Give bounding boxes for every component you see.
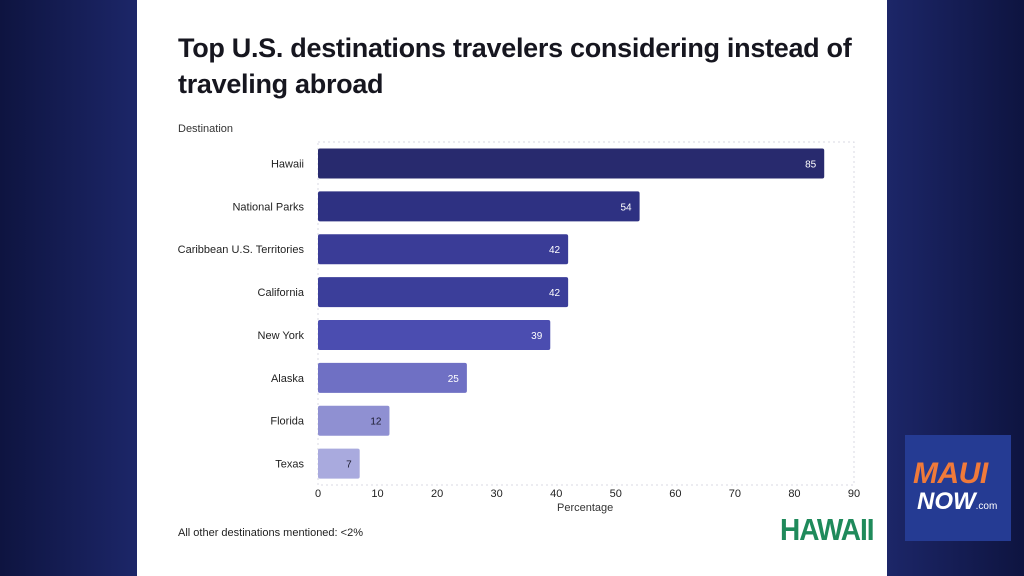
x-tick-2: 20: [431, 488, 443, 500]
bar-6: [318, 405, 390, 436]
category-label-6: Florida: [270, 416, 305, 428]
bar-3: [318, 277, 569, 308]
x-tick-6: 60: [669, 488, 681, 500]
now-logo-word: NOW.com: [917, 490, 997, 519]
left-background-panel: [0, 0, 137, 576]
bar-7: [318, 448, 360, 479]
value-label-6: 12: [370, 417, 382, 428]
category-label-7: Texas: [275, 459, 304, 471]
value-label-2: 42: [549, 245, 561, 256]
bar-1: [318, 191, 640, 222]
category-label-0: Hawaii: [271, 158, 304, 170]
x-tick-3: 30: [491, 488, 503, 500]
value-label-4: 39: [531, 331, 543, 342]
now-logo-text: NOW: [917, 488, 976, 515]
maui-logo-word: MAUI: [913, 457, 988, 490]
x-tick-7: 70: [729, 488, 741, 500]
plot-frame: [317, 141, 855, 486]
x-tick-4: 40: [550, 488, 562, 500]
value-label-0: 85: [805, 159, 817, 170]
hawaii-logo: HAWAII: [780, 512, 875, 547]
category-label-2: Caribbean U.S. Territories: [178, 244, 305, 256]
value-label-3: 42: [549, 288, 561, 299]
footnote: All other destinations mentioned: <2%: [178, 527, 363, 539]
maui-now-badge: MAUI NOW.com: [905, 435, 1011, 541]
bar-2: [318, 234, 569, 265]
dotcom-logo-text: .com: [975, 501, 998, 512]
category-label-1: National Parks: [232, 201, 304, 213]
hawaii-logo-text: HAWAII: [780, 512, 875, 547]
x-tick-1: 10: [371, 488, 383, 500]
x-tick-5: 50: [610, 488, 622, 500]
x-tick-0: 0: [315, 488, 321, 500]
value-label-7: 7: [346, 460, 352, 471]
x-axis-title: Percentage: [557, 502, 614, 514]
category-label-3: California: [258, 287, 305, 299]
bar-0: [318, 148, 825, 179]
chart-card: Top U.S. destinations travelers consider…: [137, 0, 887, 576]
value-label-1: 54: [620, 202, 632, 213]
x-tick-8: 80: [788, 488, 800, 500]
bar-chart: Hawaii 85 National Parks 54 Caribbean U.S. T…: [178, 141, 860, 500]
bar-4: [318, 319, 551, 350]
chart-title: Top U.S. destinations travelers consider…: [178, 33, 852, 99]
y-axis-title: Destination: [178, 123, 234, 135]
category-label-4: New York: [258, 330, 305, 342]
bar-5: [318, 362, 467, 393]
value-label-5: 25: [448, 374, 460, 385]
category-label-5: Alaska: [271, 373, 305, 385]
x-tick-9: 90: [848, 488, 860, 500]
